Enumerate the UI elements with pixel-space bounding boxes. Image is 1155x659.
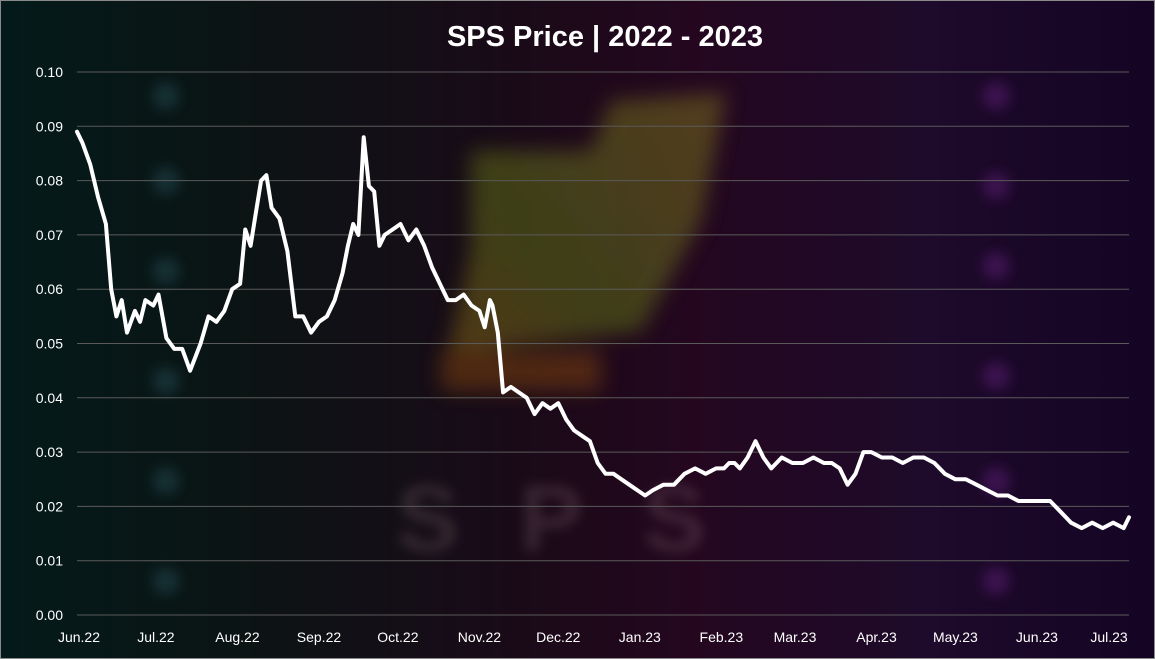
y-tick-label: 0.06 bbox=[36, 281, 63, 297]
y-tick-label: 0.07 bbox=[36, 227, 63, 243]
y-tick-label: 0.05 bbox=[36, 336, 63, 352]
watermark-text: SPS bbox=[396, 466, 766, 572]
x-tick-label: Jan.23 bbox=[619, 629, 661, 645]
x-tick-label: Nov.22 bbox=[458, 629, 502, 645]
y-tick-label: 0.03 bbox=[36, 444, 63, 460]
y-axis: 0.00 0.01 0.02 0.03 0.04 0.05 0.06 0.07 0.08 0.09… bbox=[36, 64, 63, 623]
y-tick-label: 0.04 bbox=[36, 390, 63, 406]
y-tick-label: 0.02 bbox=[36, 498, 63, 514]
x-tick-label: Jul.23 bbox=[1090, 629, 1128, 645]
x-tick-label: Apr.23 bbox=[856, 629, 897, 645]
x-tick-label: Feb.23 bbox=[700, 629, 744, 645]
x-axis: Jun.22 Jul.22 Aug.22 Sep.22 Oct.22 Nov.22 Dec.… bbox=[58, 629, 1128, 645]
x-tick-label: Jul.22 bbox=[137, 629, 175, 645]
x-tick-label: Dec.22 bbox=[536, 629, 581, 645]
chart-title: SPS Price | 2022 - 2023 bbox=[447, 21, 763, 53]
x-tick-label: Aug.22 bbox=[215, 629, 260, 645]
gridlines bbox=[77, 71, 1129, 616]
x-tick-label: Jun.23 bbox=[1016, 629, 1058, 645]
y-tick-label: 0.01 bbox=[36, 553, 63, 569]
x-tick-label: Sep.22 bbox=[297, 629, 342, 645]
x-tick-label: Oct.22 bbox=[377, 629, 418, 645]
x-tick-label: Jun.22 bbox=[58, 629, 100, 645]
price-series-line bbox=[75, 129, 1131, 531]
y-tick-label: 0.08 bbox=[36, 173, 63, 189]
y-tick-label: 0.00 bbox=[36, 607, 63, 623]
x-tick-label: Mar.23 bbox=[774, 629, 817, 645]
x-tick-label: May.23 bbox=[933, 629, 978, 645]
y-tick-label: 0.10 bbox=[36, 64, 63, 80]
y-tick-label: 0.09 bbox=[36, 118, 63, 134]
